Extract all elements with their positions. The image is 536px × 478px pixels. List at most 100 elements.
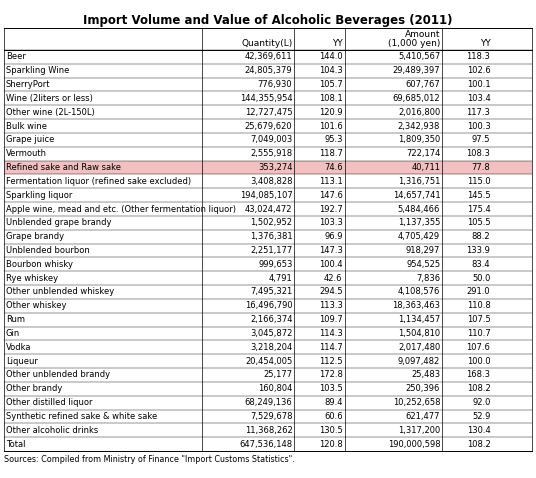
Text: Grape juice: Grape juice (6, 135, 54, 144)
Text: Rye whiskey: Rye whiskey (6, 274, 58, 282)
Text: 77.8: 77.8 (472, 163, 490, 172)
Text: (1,000 yen): (1,000 yen) (388, 39, 440, 48)
Text: 120.9: 120.9 (319, 108, 343, 117)
Text: 1,134,457: 1,134,457 (398, 315, 440, 324)
Text: 43,024,472: 43,024,472 (245, 205, 293, 214)
Bar (4, 202, 532, 216)
Text: 9,097,482: 9,097,482 (398, 357, 440, 366)
Text: Unblended grape brandy: Unblended grape brandy (6, 218, 111, 228)
Text: 107.6: 107.6 (466, 343, 490, 352)
Text: 11,368,262: 11,368,262 (244, 426, 293, 435)
Text: 42,369,611: 42,369,611 (245, 53, 293, 61)
Text: 7,529,678: 7,529,678 (250, 412, 293, 421)
Bar (4, 244, 532, 258)
Text: 147.6: 147.6 (319, 191, 343, 200)
Text: 1,376,381: 1,376,381 (250, 232, 293, 241)
Text: 168.3: 168.3 (466, 370, 490, 380)
Text: 108.2: 108.2 (467, 440, 490, 448)
Text: Fermentation liquor (refined sake excluded): Fermentation liquor (refined sake exclud… (6, 177, 191, 186)
Text: Total: Total (6, 440, 26, 448)
Text: Synthetic refined sake & white sake: Synthetic refined sake & white sake (6, 412, 157, 421)
Bar (4, 368, 532, 382)
Text: Bulk wine: Bulk wine (6, 121, 47, 130)
Text: 103.5: 103.5 (319, 384, 343, 393)
Text: 2,017,480: 2,017,480 (398, 343, 440, 352)
Text: Sparkling liquor: Sparkling liquor (6, 191, 72, 200)
Bar (4, 77, 532, 91)
Bar (4, 161, 532, 174)
Text: 194,085,107: 194,085,107 (240, 191, 293, 200)
Bar (4, 313, 532, 326)
Text: 12,727,475: 12,727,475 (245, 108, 293, 117)
Bar (4, 437, 532, 451)
Text: 69,685,012: 69,685,012 (392, 94, 440, 103)
Text: 25,679,620: 25,679,620 (245, 121, 293, 130)
Text: 100.3: 100.3 (467, 121, 490, 130)
Text: 722,174: 722,174 (406, 149, 440, 158)
Text: 103.4: 103.4 (467, 94, 490, 103)
Text: 95.3: 95.3 (324, 135, 343, 144)
Text: 97.5: 97.5 (472, 135, 490, 144)
Text: 25,177: 25,177 (263, 370, 293, 380)
Text: YY: YY (480, 39, 490, 48)
Bar (4, 188, 532, 202)
Text: 110.7: 110.7 (467, 329, 490, 338)
Text: 999,653: 999,653 (258, 260, 293, 269)
Text: 3,408,828: 3,408,828 (250, 177, 293, 186)
Bar (4, 119, 532, 133)
Text: 144,355,954: 144,355,954 (240, 94, 293, 103)
Text: 5,484,466: 5,484,466 (398, 205, 440, 214)
Text: 4,108,576: 4,108,576 (398, 287, 440, 296)
Text: 1,137,355: 1,137,355 (398, 218, 440, 228)
Text: 918,297: 918,297 (406, 246, 440, 255)
Text: 647,536,148: 647,536,148 (239, 440, 293, 448)
Text: 4,705,429: 4,705,429 (398, 232, 440, 241)
Text: 4,791: 4,791 (269, 274, 293, 282)
Text: Other unblended brandy: Other unblended brandy (6, 370, 110, 380)
Text: SherryPort: SherryPort (6, 80, 50, 89)
Text: 291.0: 291.0 (467, 287, 490, 296)
Text: 7,049,003: 7,049,003 (250, 135, 293, 144)
Text: 88.2: 88.2 (472, 232, 490, 241)
Text: 16,496,790: 16,496,790 (245, 301, 293, 310)
Text: 120.8: 120.8 (319, 440, 343, 448)
Bar (4, 258, 532, 271)
Text: Amount: Amount (405, 30, 440, 39)
Text: 250,396: 250,396 (406, 384, 440, 393)
Text: Sparkling Wine: Sparkling Wine (6, 66, 69, 75)
Text: 2,166,374: 2,166,374 (250, 315, 293, 324)
Bar (4, 91, 532, 105)
Text: 108.3: 108.3 (466, 149, 490, 158)
Text: 10,252,658: 10,252,658 (393, 398, 440, 407)
Text: 40,711: 40,711 (411, 163, 440, 172)
Text: 3,218,204: 3,218,204 (250, 343, 293, 352)
Text: 3,045,872: 3,045,872 (250, 329, 293, 338)
Text: Refined sake and Raw sake: Refined sake and Raw sake (6, 163, 121, 172)
Text: 112.5: 112.5 (319, 357, 343, 366)
Text: 109.7: 109.7 (319, 315, 343, 324)
Text: 107.5: 107.5 (467, 315, 490, 324)
Bar (4, 174, 532, 188)
Text: 20,454,005: 20,454,005 (245, 357, 293, 366)
Text: 100.4: 100.4 (319, 260, 343, 269)
Bar (4, 354, 532, 368)
Text: 50.0: 50.0 (472, 274, 490, 282)
Text: 7,836: 7,836 (416, 274, 440, 282)
Text: Bourbon whisky: Bourbon whisky (6, 260, 73, 269)
Text: 103.3: 103.3 (319, 218, 343, 228)
Text: 2,251,177: 2,251,177 (250, 246, 293, 255)
Text: 147.3: 147.3 (319, 246, 343, 255)
Text: Other unblended whiskey: Other unblended whiskey (6, 287, 114, 296)
Text: 114.7: 114.7 (319, 343, 343, 352)
Text: 92.0: 92.0 (472, 398, 490, 407)
Bar (4, 50, 532, 64)
Text: 776,930: 776,930 (258, 80, 293, 89)
Text: 130.5: 130.5 (319, 426, 343, 435)
Text: 118.3: 118.3 (466, 53, 490, 61)
Text: 1,809,350: 1,809,350 (398, 135, 440, 144)
Text: 190,000,598: 190,000,598 (388, 440, 440, 448)
Bar (4, 230, 532, 244)
Bar (4, 382, 532, 396)
Text: 104.3: 104.3 (319, 66, 343, 75)
Text: 24,805,379: 24,805,379 (245, 66, 293, 75)
